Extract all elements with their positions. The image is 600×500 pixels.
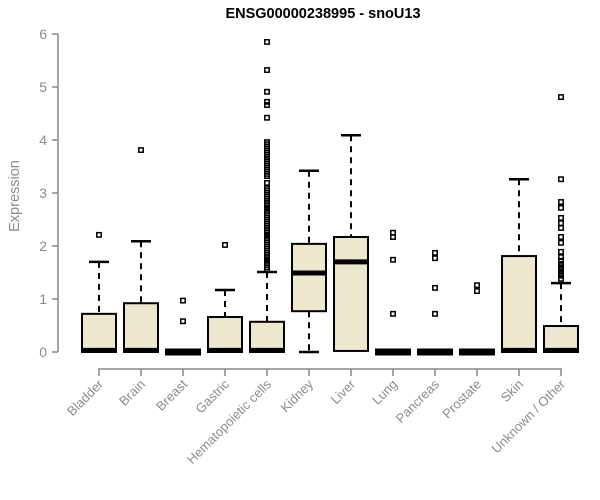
outlier-point bbox=[558, 272, 564, 279]
outlier-point bbox=[96, 231, 102, 238]
box-pancreas bbox=[417, 249, 453, 356]
box-liver bbox=[333, 133, 369, 352]
iqr-box bbox=[123, 302, 159, 353]
box-hematopoietic-cells bbox=[249, 39, 285, 354]
x-category-label: Skin bbox=[498, 377, 526, 405]
outlier-point bbox=[558, 225, 564, 231]
outlier-point bbox=[180, 297, 186, 304]
collapsed-box bbox=[165, 348, 201, 356]
iqr-box bbox=[207, 316, 243, 353]
y-tick-label: 3 bbox=[39, 185, 47, 201]
outlier-point bbox=[264, 39, 270, 45]
outlier-point bbox=[558, 266, 564, 273]
outlier-point bbox=[264, 114, 270, 121]
collapsed-box bbox=[375, 348, 411, 356]
outlier-point bbox=[432, 310, 438, 317]
outlier-point bbox=[558, 248, 564, 255]
y-tick-label: 0 bbox=[39, 344, 47, 360]
outlier-point bbox=[390, 256, 396, 263]
outlier-point bbox=[558, 220, 564, 227]
iqr-box bbox=[501, 255, 537, 354]
iqr-box bbox=[333, 235, 369, 352]
box-unknown-other bbox=[543, 94, 579, 353]
x-category-label: Lung bbox=[369, 377, 400, 408]
outlier-point bbox=[390, 310, 396, 317]
iqr-box bbox=[291, 242, 327, 313]
outlier-point bbox=[432, 255, 438, 262]
x-category-label: Bladder bbox=[64, 376, 107, 419]
y-tick-label: 5 bbox=[39, 79, 47, 95]
outlier-point bbox=[558, 257, 564, 264]
outlier-point bbox=[264, 88, 270, 95]
collapsed-box bbox=[459, 348, 495, 356]
outlier-point bbox=[264, 179, 270, 186]
outlier-point bbox=[264, 173, 270, 179]
collapsed-box bbox=[417, 348, 453, 356]
y-tick-label: 1 bbox=[39, 291, 47, 307]
outlier-point bbox=[558, 275, 564, 282]
outlier-point bbox=[558, 199, 564, 205]
outlier-point bbox=[558, 261, 564, 267]
x-category-label: Breast bbox=[153, 376, 190, 413]
box-lung bbox=[375, 229, 411, 356]
chart-title: ENSG00000238995 - snoU13 bbox=[225, 6, 421, 22]
x-category-label: Prostate bbox=[439, 377, 484, 422]
outlier-point bbox=[558, 214, 564, 221]
outlier-point bbox=[138, 147, 144, 154]
iqr-box bbox=[249, 320, 285, 354]
outlier-point bbox=[558, 239, 564, 246]
outlier-point bbox=[558, 204, 564, 211]
outlier-point bbox=[474, 288, 480, 295]
box-gastric bbox=[207, 241, 243, 353]
y-axis: 0 1 2 3 4 5 6 bbox=[39, 26, 59, 360]
box-bladder bbox=[81, 231, 117, 353]
outlier-point bbox=[222, 241, 228, 248]
outlier-point bbox=[180, 318, 186, 325]
y-tick-label: 6 bbox=[39, 26, 47, 42]
outlier-point bbox=[264, 266, 270, 273]
outlier-point bbox=[264, 102, 270, 108]
x-category-label: Unknown / Other bbox=[489, 376, 569, 456]
x-category-label: Gastric bbox=[192, 376, 232, 416]
box-brain bbox=[123, 147, 159, 353]
box-kidney bbox=[291, 169, 327, 354]
box-prostate bbox=[459, 282, 495, 356]
x-category-label: Pancreas bbox=[393, 376, 443, 426]
x-category-label: Liver bbox=[328, 376, 359, 407]
outlier-point bbox=[432, 284, 438, 291]
outlier-point bbox=[432, 249, 438, 256]
x-category-label: Kidney bbox=[277, 376, 316, 415]
y-tick-label: 4 bbox=[39, 132, 47, 148]
box-skin bbox=[501, 177, 537, 354]
outlier-point bbox=[558, 176, 564, 183]
x-category-label: Brain bbox=[116, 377, 148, 409]
outlier-point bbox=[264, 98, 270, 105]
outlier-point bbox=[474, 282, 480, 289]
outlier-point bbox=[390, 234, 396, 240]
iqr-box bbox=[543, 325, 579, 353]
box-breast bbox=[165, 297, 201, 356]
y-tick-label: 2 bbox=[39, 238, 47, 254]
iqr-box bbox=[81, 312, 117, 353]
outlier-point bbox=[264, 67, 270, 73]
outlier-point bbox=[558, 94, 564, 101]
outlier-point bbox=[558, 234, 564, 240]
